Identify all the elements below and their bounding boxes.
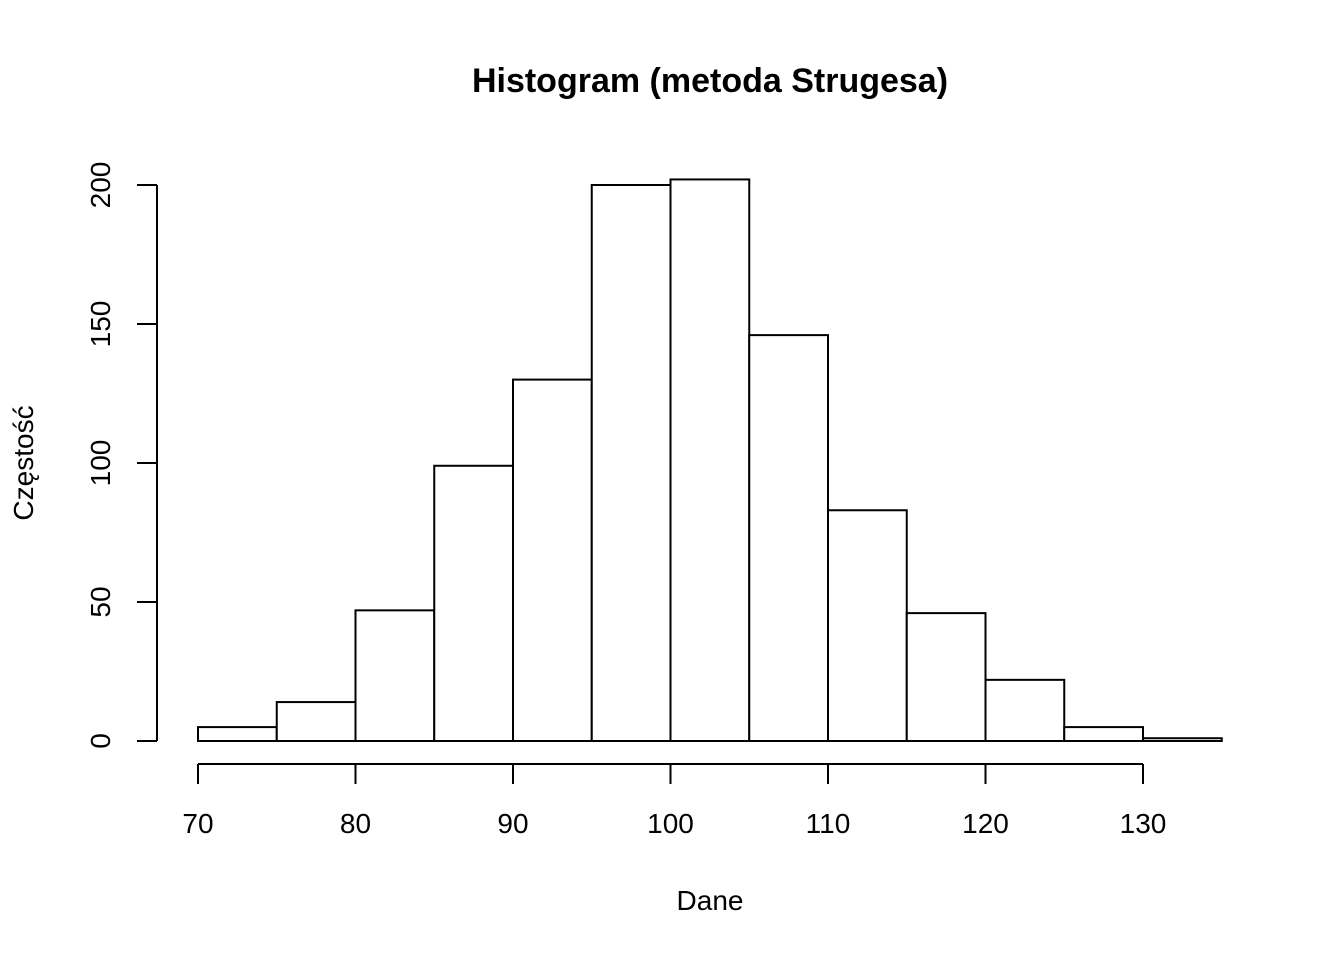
x-tick-label-5: 120	[962, 808, 1009, 839]
x-axis-label: Dane	[677, 885, 744, 916]
y-axis: 0 50 100 150 200	[85, 162, 158, 749]
histogram-bar-10	[984, 678, 1066, 743]
histogram-bar-4	[512, 378, 593, 742]
histogram-bar-9	[905, 612, 987, 742]
histogram-bar-5	[590, 184, 672, 742]
x-tick-label-6: 130	[1120, 808, 1167, 839]
y-axis-label: Częstość	[8, 405, 39, 520]
x-tick-label-4: 110	[806, 808, 851, 839]
y-tick-label-3: 150	[85, 301, 116, 348]
x-tick-label-1: 80	[340, 808, 371, 839]
y-tick-label-1: 50	[85, 586, 116, 617]
histogram-bar-0	[197, 726, 278, 742]
histogram-bar-1	[275, 701, 357, 743]
x-tick-label-3: 100	[647, 808, 694, 839]
y-tick-label-2: 100	[85, 440, 116, 487]
x-tick-label-0: 70	[182, 808, 213, 839]
x-tick-label-2: 90	[497, 808, 528, 839]
histogram-bar-11	[1063, 726, 1144, 742]
y-tick-label-0: 0	[85, 733, 116, 749]
histogram-bar-8	[827, 509, 908, 743]
histogram-bars	[197, 178, 1223, 743]
histogram-bar-7	[748, 334, 829, 742]
y-tick-label-4: 200	[85, 162, 116, 209]
chart-title: Histogram (metoda Strugesa)	[472, 62, 948, 100]
histogram-bar-3	[433, 464, 514, 742]
histogram-bar-12	[1142, 737, 1223, 742]
histogram-bar-2	[354, 609, 436, 743]
x-axis: 70 80 90 100 110 120 130	[182, 763, 1167, 839]
histogram-bar-6	[669, 178, 751, 742]
